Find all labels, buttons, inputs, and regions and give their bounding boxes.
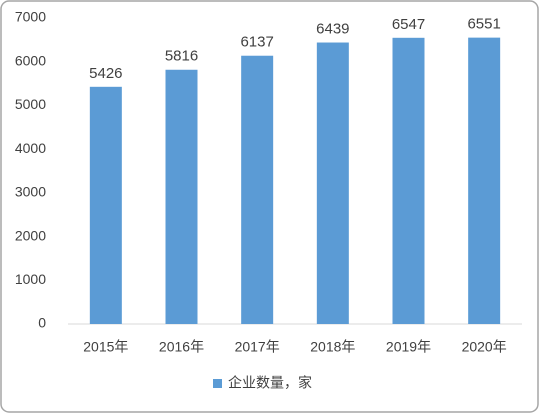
data-label: 6439: [316, 20, 349, 37]
x-tick-label: 2017年: [235, 339, 280, 355]
data-label: 5426: [89, 65, 122, 82]
bar: [392, 37, 425, 324]
legend-label: 企业数量，家: [228, 375, 312, 391]
data-label: 6137: [240, 34, 273, 51]
y-tick-label: 7000: [15, 9, 46, 25]
bar: [165, 69, 198, 324]
bar: [468, 37, 501, 324]
legend-swatch: [213, 379, 222, 388]
data-label: 6547: [392, 16, 425, 33]
y-tick-label: 0: [38, 315, 46, 331]
data-label: 5816: [165, 48, 198, 65]
x-tick-label: 2015年: [83, 339, 128, 355]
y-tick-label: 5000: [15, 96, 46, 112]
x-tick-label: 2020年: [462, 339, 507, 355]
y-tick-label: 3000: [15, 184, 46, 200]
y-tick-label: 6000: [15, 52, 46, 68]
data-label: 6551: [467, 16, 500, 33]
y-tick-label: 2000: [15, 227, 46, 243]
x-tick-label: 2019年: [386, 339, 431, 355]
x-tick-label: 2016年: [159, 339, 204, 355]
bar: [316, 42, 349, 325]
y-tick-label: 4000: [15, 140, 46, 156]
bar: [89, 86, 122, 325]
x-tick-label: 2018年: [310, 339, 355, 355]
bar: [241, 55, 274, 324]
y-tick-label: 1000: [15, 271, 46, 287]
